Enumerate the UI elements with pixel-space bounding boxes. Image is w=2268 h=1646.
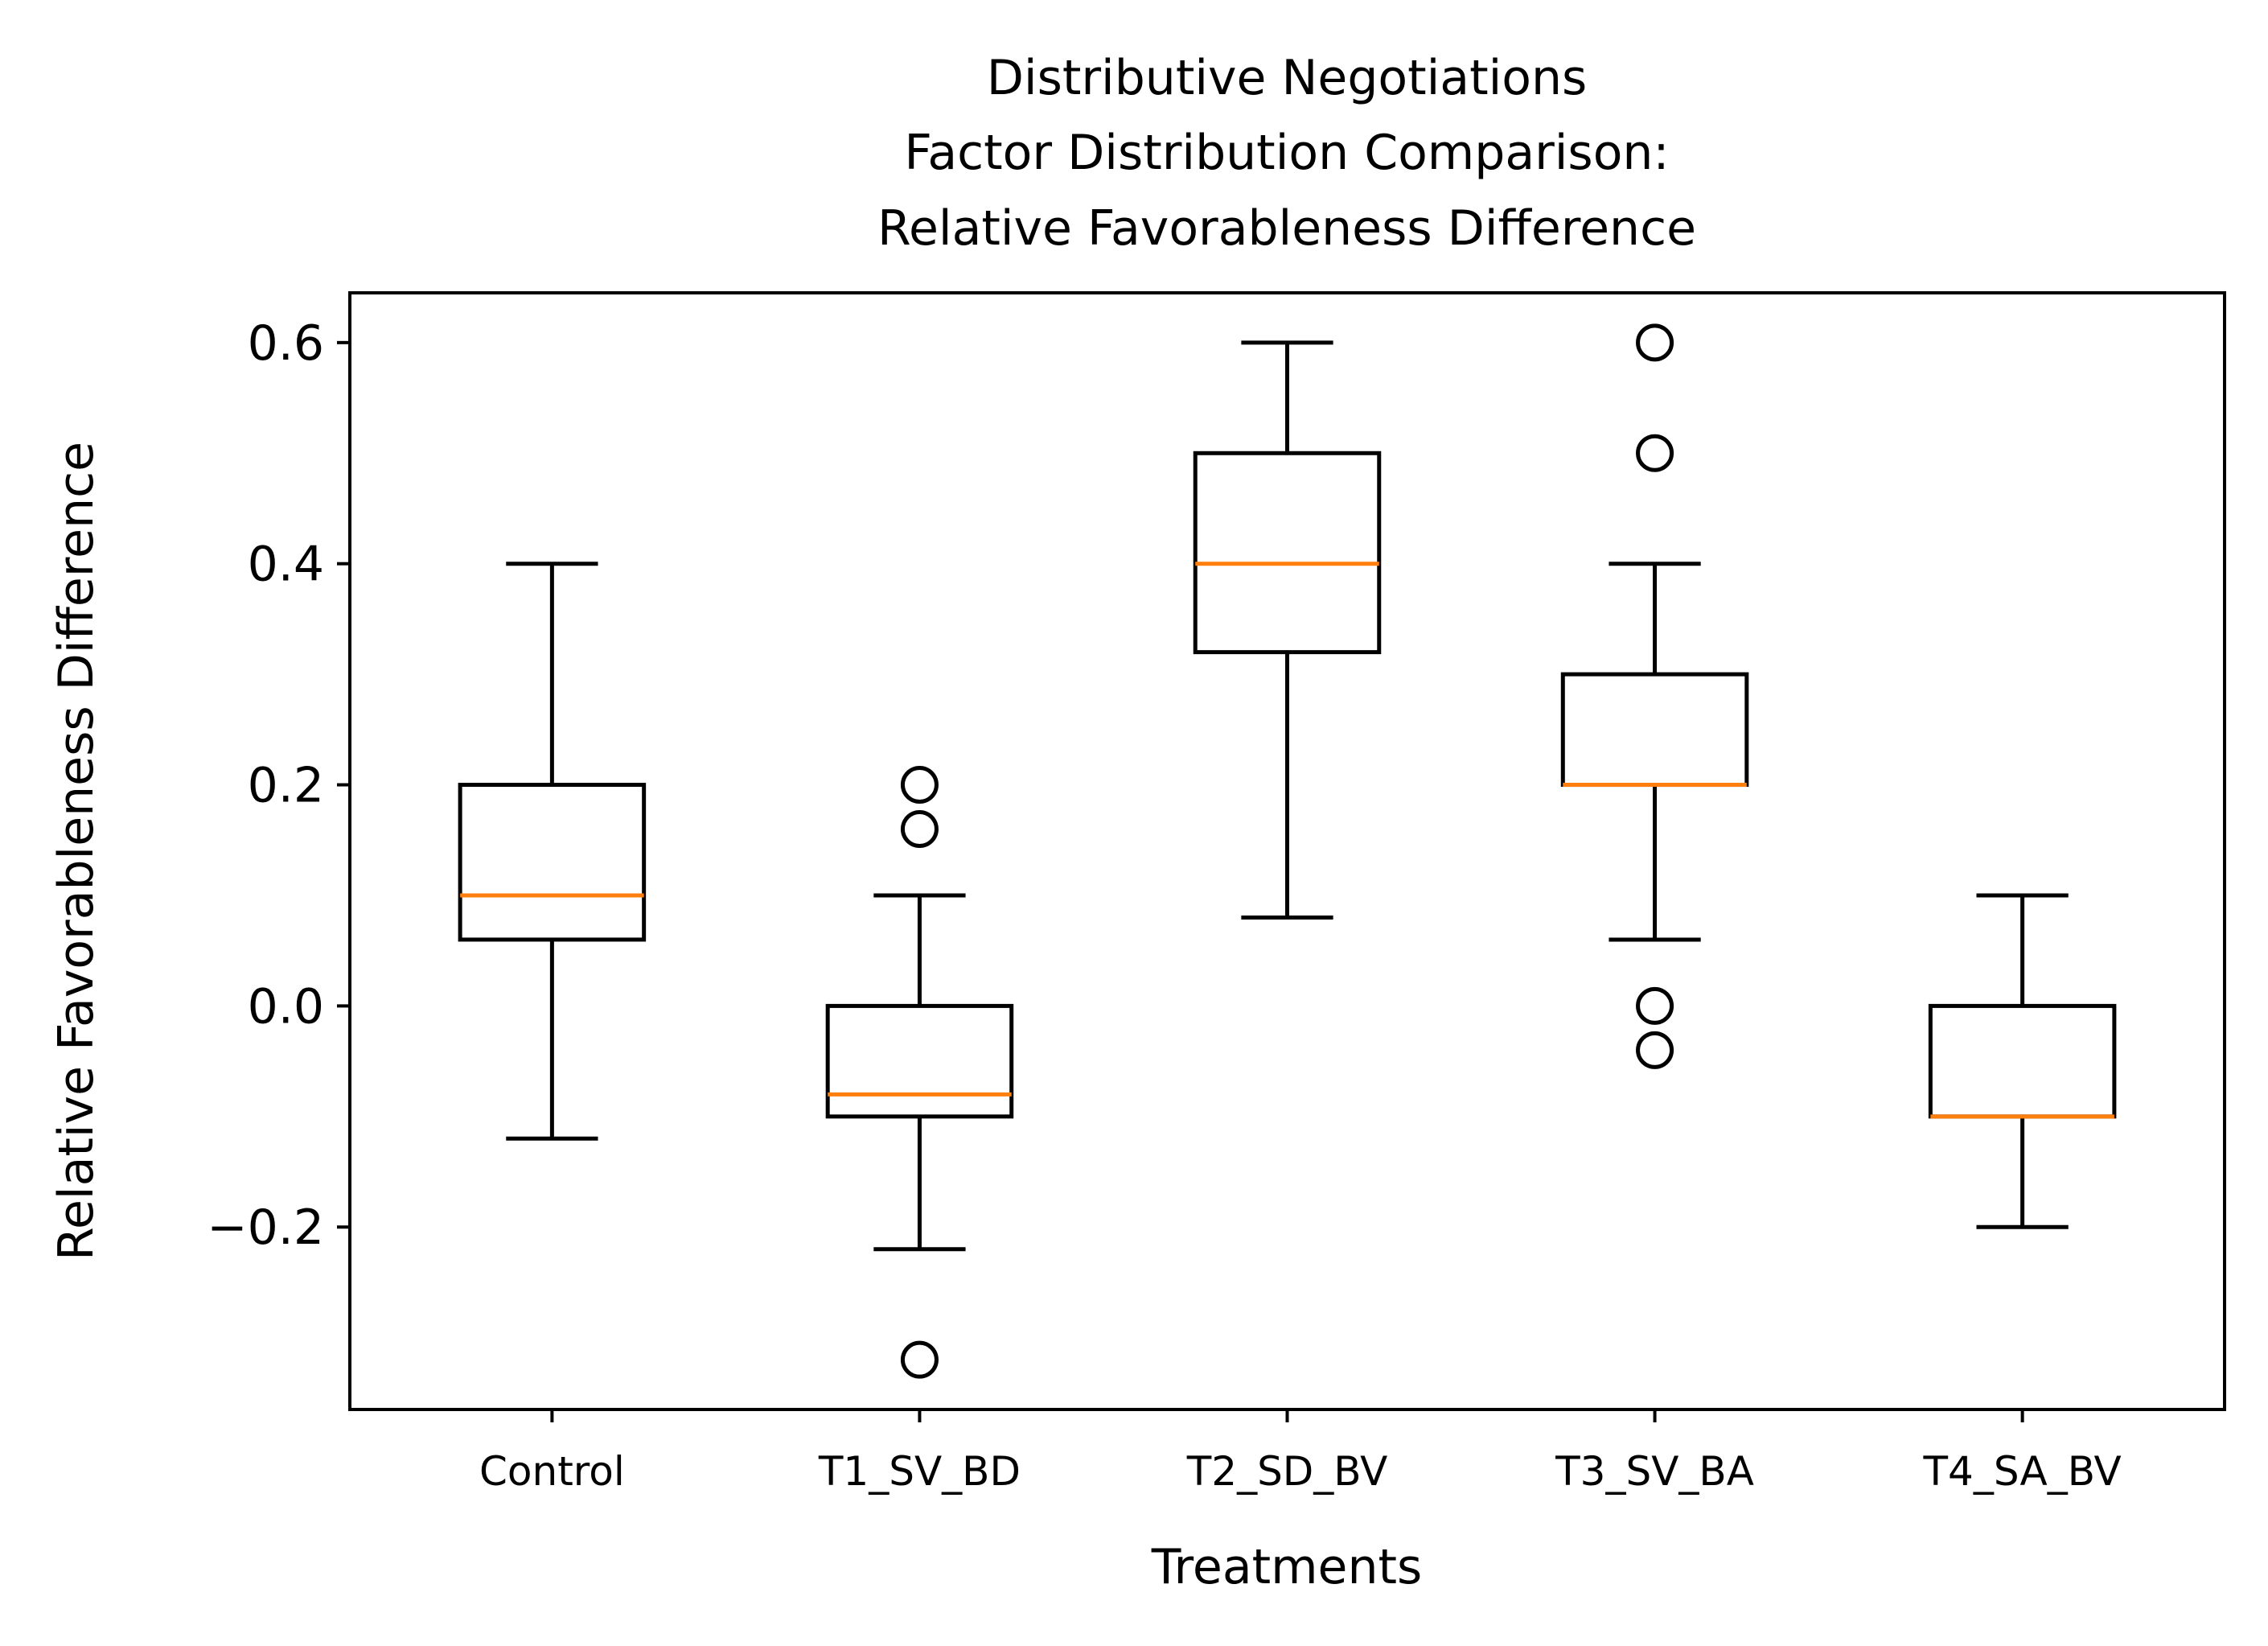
x-tick-label: T3_SV_BA	[1555, 1448, 1754, 1495]
x-tick-label: T4_SA_BV	[1923, 1448, 2122, 1495]
x-tick-label: Control	[479, 1448, 625, 1495]
chart-title-line-2: Factor Distribution Comparison:	[904, 125, 1669, 181]
outlier-point	[900, 810, 939, 849]
plot-marks	[458, 323, 2117, 1379]
y-tick-label: 0.2	[248, 758, 324, 814]
x-axis: Control T1_SV_BD T2_SD_BV T3_SV_BA T4_SA_BV	[479, 1409, 2122, 1495]
chart-title-line-1: Distributive Negotiations	[987, 50, 1588, 106]
y-tick-label: −0.2	[207, 1200, 324, 1256]
box	[458, 783, 647, 942]
box-group-1	[825, 766, 1014, 1379]
box	[1193, 451, 1382, 655]
y-axis-label: Relative Favorableness Difference	[48, 442, 105, 1261]
box-group-2	[1193, 340, 1382, 920]
x-tick-label: T2_SD_BV	[1186, 1448, 1388, 1495]
box-group-3	[1560, 323, 1749, 1069]
chart-title-line-3: Relative Favorableness Difference	[877, 200, 1696, 257]
box-group-0	[458, 562, 647, 1141]
outlier-point	[1636, 986, 1674, 1025]
box	[825, 1003, 1014, 1119]
y-axis: −0.2 0.0 0.2 0.4 0.6	[207, 315, 350, 1256]
x-axis-label: Treatments	[1151, 1539, 1423, 1595]
y-tick-label: 0.0	[248, 978, 324, 1035]
x-tick-label: T1_SV_BD	[818, 1448, 1021, 1495]
outlier-point	[1636, 323, 1674, 362]
chart-title: Distributive Negotiations Factor Distrib…	[877, 50, 1696, 257]
y-tick-label: 0.6	[248, 315, 324, 372]
outlier-point	[900, 766, 939, 804]
box	[1560, 672, 1749, 788]
outlier-point	[1636, 1031, 1674, 1069]
box-group-4	[1928, 893, 2117, 1229]
box	[1928, 1003, 2117, 1119]
y-tick-label: 0.4	[248, 537, 324, 593]
outlier-point	[900, 1340, 939, 1379]
outlier-point	[1636, 434, 1674, 472]
